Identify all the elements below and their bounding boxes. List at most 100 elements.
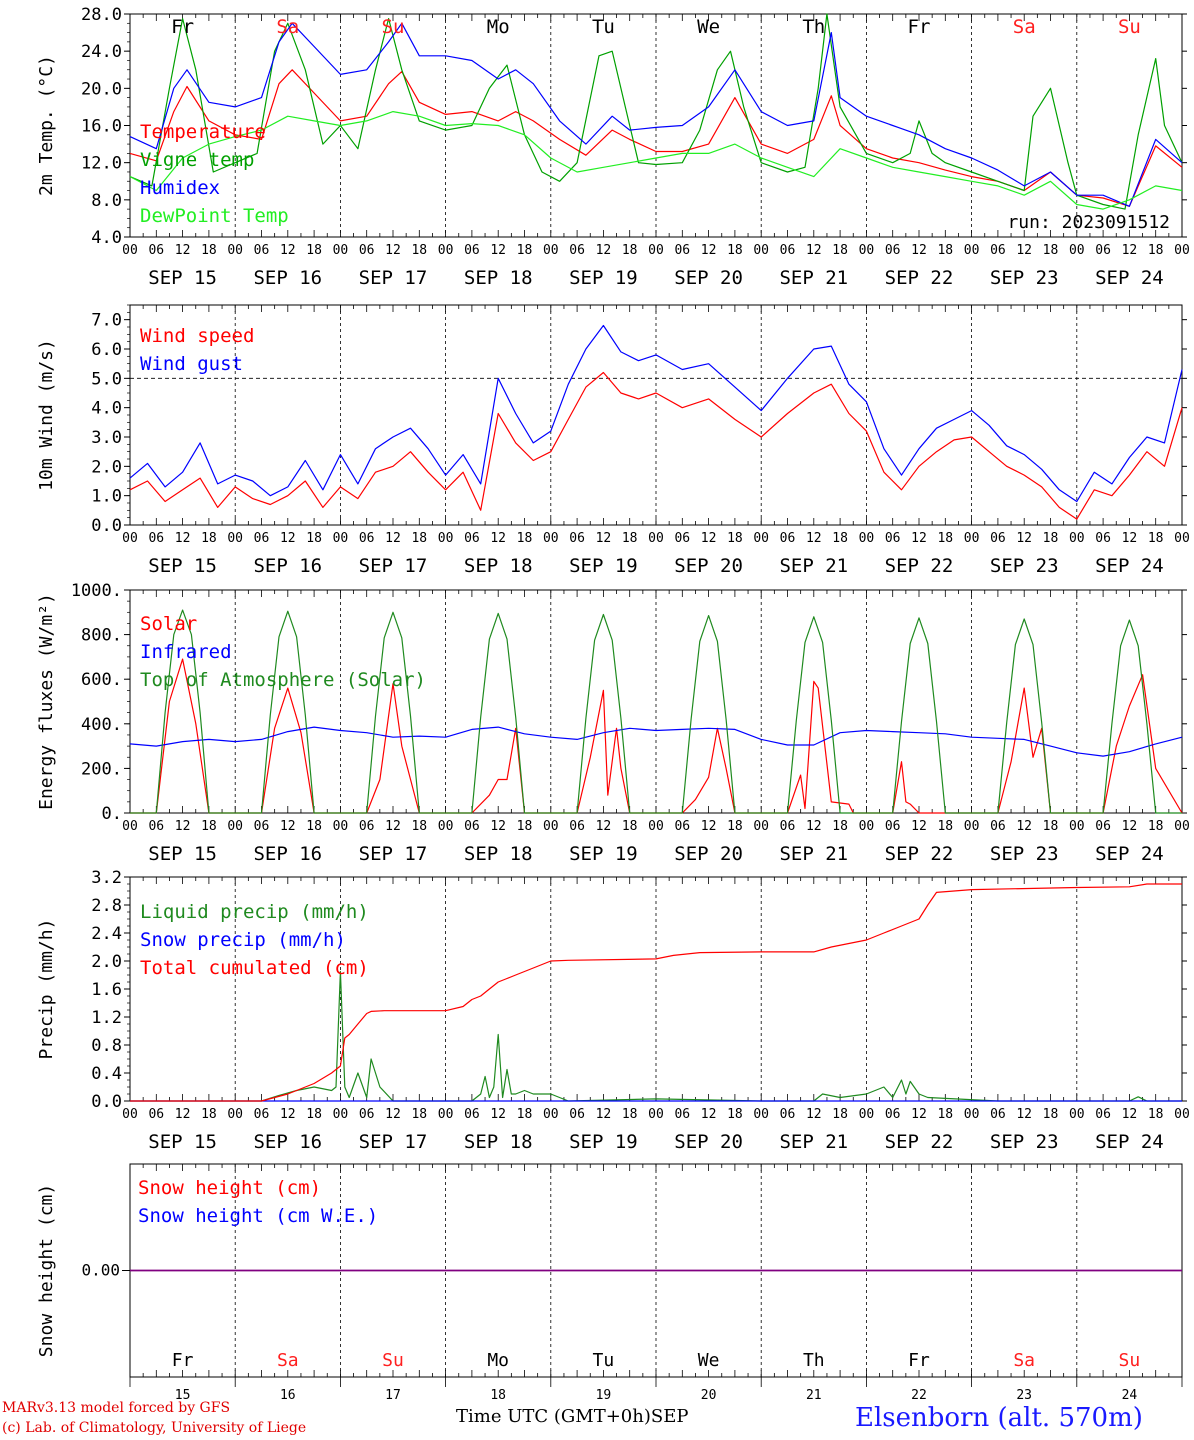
hour-label: 00 [753, 531, 769, 546]
hour-label: 06 [990, 819, 1006, 834]
hour-label: 18 [937, 819, 953, 834]
hour-label: 00 [227, 531, 243, 546]
legend-entry: Snow precip (mm/h) [140, 929, 346, 951]
day-of-week-label: We [697, 16, 720, 38]
hour-label: 18 [1043, 819, 1059, 834]
date-label: SEP 18 [464, 1131, 533, 1153]
legend-entry: Snow height (cm) [138, 1177, 321, 1199]
series-line [129, 22, 1183, 207]
hour-label: 18 [937, 531, 953, 546]
y-tick-label: 12.0 [81, 154, 122, 174]
hour-label: 00 [543, 243, 559, 258]
credit-lab: (c) Lab. of Climatology, University of L… [2, 1420, 307, 1436]
y-tick-label: 5.0 [91, 369, 122, 389]
hour-label: 00 [1069, 819, 1085, 834]
hour-label: 12 [1016, 819, 1032, 834]
hour-label: 18 [1043, 243, 1059, 258]
day-of-week-label: Mo [487, 16, 510, 38]
date-label: SEP 20 [674, 1131, 743, 1153]
hour-label: 06 [254, 819, 270, 834]
date-label: SEP 22 [885, 843, 954, 865]
date-label: SEP 23 [990, 267, 1059, 289]
hour-label: 18 [622, 243, 638, 258]
y-tick-label: 400. [81, 715, 122, 735]
y-tick-label: 200. [81, 759, 122, 779]
day-number-label: 15 [175, 1388, 191, 1403]
hour-label: 00 [438, 531, 454, 546]
hour-label: 00 [333, 531, 349, 546]
y-axis-label: Snow height (cm) [36, 1184, 57, 1357]
day-number-label: 18 [490, 1388, 506, 1403]
hour-label: 06 [885, 819, 901, 834]
hour-label: 18 [1148, 1107, 1164, 1122]
series-line [130, 883, 1182, 1102]
hour-label: 00 [964, 531, 980, 546]
hour-label: 06 [1095, 531, 1111, 546]
hour-label: 12 [911, 243, 927, 258]
legend-entry: Temperature [140, 121, 266, 143]
day-of-week-label: Fr [171, 16, 194, 38]
date-label: SEP 17 [359, 267, 428, 289]
day-of-week-label: Tu [592, 16, 615, 38]
legend-entry: Wind gust [140, 353, 243, 375]
hour-label: 18 [1043, 531, 1059, 546]
y-tick-label: 6.0 [91, 340, 122, 360]
y-axis-label: Precip (mm/h) [36, 919, 57, 1060]
date-label: SEP 18 [464, 555, 533, 577]
series-line [129, 13, 1183, 210]
hour-label: 12 [490, 243, 506, 258]
hour-label: 12 [490, 531, 506, 546]
hour-label: 06 [359, 531, 375, 546]
hour-label: 18 [1148, 243, 1164, 258]
credit-model: MARv3.13 model forced by GFS [2, 1400, 231, 1416]
hour-label: 18 [517, 819, 533, 834]
day-number-label: 17 [385, 1388, 401, 1403]
hour-label: 06 [1095, 243, 1111, 258]
day-number-label: 24 [1122, 1388, 1138, 1403]
date-label: SEP 24 [1095, 267, 1164, 289]
hour-label: 00 [859, 819, 875, 834]
hour-label: 12 [385, 1107, 401, 1122]
y-tick-label: 2.4 [91, 924, 122, 944]
date-label: SEP 19 [569, 555, 638, 577]
hour-label: 18 [832, 243, 848, 258]
hour-label: 18 [1043, 1107, 1059, 1122]
month-label: SEP [650, 1406, 689, 1427]
hour-label: 12 [1016, 531, 1032, 546]
hour-label: 18 [201, 243, 217, 258]
date-label: SEP 20 [674, 555, 743, 577]
hour-label: 12 [701, 819, 717, 834]
hour-label: 18 [727, 531, 743, 546]
panel-precip: 0.0 0.4 0.8 1.2 1.6 2.0 2.4 2.8 3.2 Precip (mm/h)… [36, 868, 1190, 1153]
date-label: SEP 23 [990, 1131, 1059, 1153]
date-label: SEP 24 [1095, 555, 1164, 577]
hour-label: 18 [411, 243, 427, 258]
legend-entry: Wind speed [140, 325, 254, 347]
date-label: SEP 20 [674, 267, 743, 289]
hour-label: 12 [1122, 531, 1138, 546]
hour-label: 18 [517, 1107, 533, 1122]
hour-label: 18 [727, 243, 743, 258]
hour-label: 18 [411, 1107, 427, 1122]
hour-label: 00 [648, 243, 664, 258]
hour-label: 06 [780, 243, 796, 258]
hour-label: 18 [517, 531, 533, 546]
y-tick-label: 0.8 [91, 1036, 122, 1056]
y-tick-label: 3.2 [91, 868, 122, 888]
legend-entry: Total cumulated (cm) [140, 957, 369, 979]
hour-label: 00 [543, 819, 559, 834]
y-tick-label: 4.0 [91, 399, 122, 419]
hour-label: 12 [806, 819, 822, 834]
date-label: SEP 23 [990, 843, 1059, 865]
date-label: SEP 16 [253, 1131, 322, 1153]
hour-label: 12 [596, 1107, 612, 1122]
y-tick-label: 1.6 [91, 980, 122, 1000]
y-tick-label: 24.0 [81, 42, 122, 62]
hour-label: 12 [701, 243, 717, 258]
hour-label: 06 [674, 243, 690, 258]
hour-label: 00 [438, 243, 454, 258]
series-line [130, 609, 1182, 814]
hour-label: 06 [674, 531, 690, 546]
hour-label: 18 [411, 531, 427, 546]
y-tick-label: 800. [81, 626, 122, 646]
